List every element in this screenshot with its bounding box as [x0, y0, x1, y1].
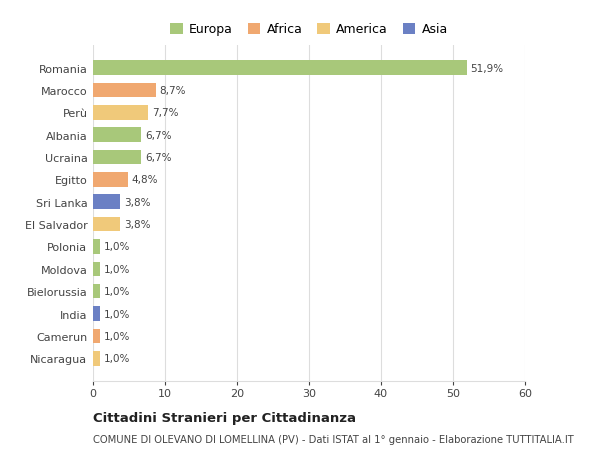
Text: 1,0%: 1,0% [104, 331, 130, 341]
Text: 1,0%: 1,0% [104, 309, 130, 319]
Bar [93, 173, 128, 187]
Bar [93, 240, 100, 254]
Bar [93, 329, 100, 343]
Bar [93, 195, 121, 209]
Legend: Europa, Africa, America, Asia: Europa, Africa, America, Asia [170, 23, 448, 36]
Bar [93, 84, 155, 98]
Text: 7,7%: 7,7% [152, 108, 179, 118]
Text: 1,0%: 1,0% [104, 286, 130, 297]
Text: 1,0%: 1,0% [104, 264, 130, 274]
Text: 3,8%: 3,8% [124, 197, 151, 207]
Bar [93, 284, 100, 299]
Text: Cittadini Stranieri per Cittadinanza: Cittadini Stranieri per Cittadinanza [93, 411, 356, 424]
Text: 51,9%: 51,9% [470, 63, 503, 73]
Bar [93, 61, 467, 76]
Text: 3,8%: 3,8% [124, 219, 151, 230]
Text: 6,7%: 6,7% [145, 130, 172, 140]
Text: 1,0%: 1,0% [104, 353, 130, 364]
Text: COMUNE DI OLEVANO DI LOMELLINA (PV) - Dati ISTAT al 1° gennaio - Elaborazione TU: COMUNE DI OLEVANO DI LOMELLINA (PV) - Da… [93, 434, 574, 444]
Text: 4,8%: 4,8% [131, 175, 158, 185]
Bar [93, 106, 148, 120]
Bar [93, 351, 100, 366]
Text: 6,7%: 6,7% [145, 153, 172, 162]
Bar [93, 151, 141, 165]
Text: 1,0%: 1,0% [104, 242, 130, 252]
Bar [93, 307, 100, 321]
Text: 8,7%: 8,7% [159, 86, 186, 95]
Bar [93, 218, 121, 232]
Bar [93, 262, 100, 276]
Bar [93, 128, 141, 143]
